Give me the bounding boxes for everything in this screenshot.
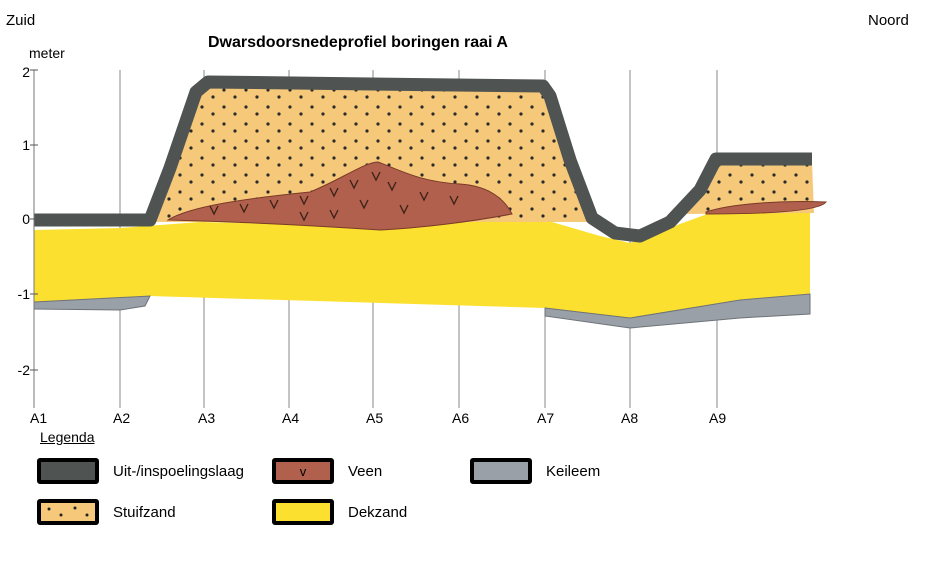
south-label: Zuid <box>6 12 36 29</box>
boring-label-a5: A5 <box>366 410 384 426</box>
y-tick-label: -1 <box>17 286 30 302</box>
legend-label: Veen <box>348 462 383 480</box>
legend-swatch-keileem <box>470 458 532 484</box>
boring-label-a8: A8 <box>621 410 639 426</box>
legend-item-keileem: Keileem <box>470 458 600 484</box>
boring-label-a1: A1 <box>30 410 48 426</box>
boring-label-a4: A4 <box>282 410 300 426</box>
keileem-right <box>544 293 811 329</box>
legend-swatch-dekzand <box>272 499 334 525</box>
north-label: Noord <box>868 12 909 29</box>
legend-label: Keileem <box>546 462 601 480</box>
y-tick-label: 2 <box>22 64 30 80</box>
boring-label-a3: A3 <box>198 410 216 426</box>
y-tick-label: 1 <box>22 137 30 153</box>
legend-item-stuifzand: Stuifzand <box>37 499 176 525</box>
boring-label-a6: A6 <box>452 410 470 426</box>
legend-label: Uit-/inspoelingslaag <box>113 462 244 480</box>
dekzand-layer <box>34 213 810 318</box>
legend-swatch-stuifzand <box>37 499 99 525</box>
veen-marks <box>209 171 459 222</box>
boring-label-a2: A2 <box>113 410 131 426</box>
veen-small <box>705 200 827 215</box>
legend-item-inspoelingslaag: Uit-/inspoelingslaag <box>37 458 244 484</box>
y-axis-ticks <box>30 69 38 371</box>
legend-item-veen: v Veen <box>272 458 382 484</box>
y-tick-label: -2 <box>17 362 30 378</box>
legend-swatch-inspoelingslaag <box>37 458 99 484</box>
inspoelingslaag-layer <box>34 75 812 243</box>
legend-title: Legenda <box>40 429 95 445</box>
y-axis-unit: meter <box>29 45 65 61</box>
legend-label: Stuifzand <box>113 503 176 521</box>
dotted-pattern-icon <box>47 506 89 517</box>
legend-label: Dekzand <box>348 503 408 521</box>
veen-mark-icon: v <box>299 463 307 479</box>
boring-label-a9: A9 <box>709 410 727 426</box>
legend-item-dekzand: Dekzand <box>272 499 407 525</box>
veen-main <box>166 161 513 231</box>
diagram-title: Dwarsdoorsnedeprofiel boringen raai A <box>208 34 508 51</box>
boring-label-a7: A7 <box>537 410 555 426</box>
legend-swatch-veen: v <box>272 458 334 484</box>
y-tick-label: 0 <box>22 211 30 227</box>
